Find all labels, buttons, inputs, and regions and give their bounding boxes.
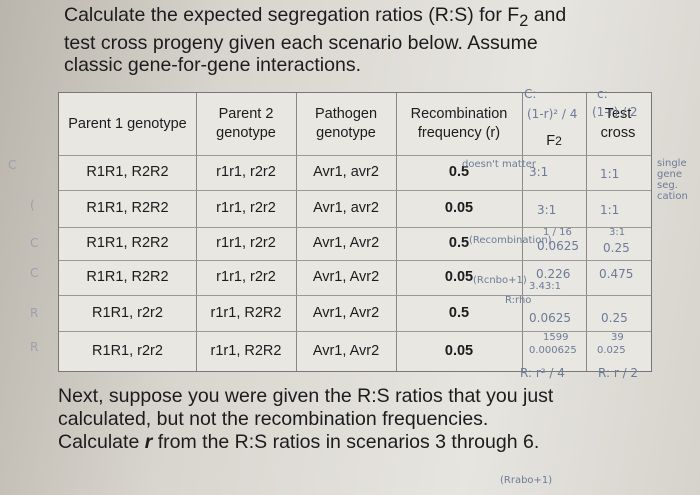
- table-row: R1R1, R2R2 r1r1, r2r2 Avr1, avr2 0.05: [59, 190, 651, 227]
- question-followup: Next, suppose you were given the R:S rat…: [58, 385, 668, 454]
- table-row: R1R1, R2R2 r1r1, r2r2 Avr1, Avr2 0.05: [59, 260, 651, 295]
- hand-side-note: single gene seg. cation: [657, 158, 688, 202]
- table-header-row: Parent 1 genotype Parent 2 genotype Path…: [59, 93, 651, 155]
- cell-recombination: 0.5: [448, 235, 470, 251]
- hand-row3-tc: 0.25: [603, 241, 630, 255]
- cell-recombination: 0.05: [444, 342, 474, 359]
- cell-recombination: 0.5: [448, 164, 470, 180]
- cell-pathogen: Avr1, avr2: [313, 200, 379, 216]
- margin-mark-6: R: [30, 340, 39, 354]
- cell-parent-1: R1R1, R2R2: [86, 235, 169, 251]
- cell-pathogen: Avr1, Avr2: [312, 342, 380, 359]
- hand-row6-tc-top: 39: [611, 332, 624, 343]
- cell-parent-1: R1R1, r2r2: [92, 304, 163, 321]
- hand-bottom-left-formula: R: r² / 4: [520, 366, 565, 380]
- hand-row1-note: doesn't matter: [462, 159, 536, 170]
- hand-row6-tc: 0.025: [597, 345, 626, 356]
- header-recombination: Recombination frequency (r): [410, 106, 508, 141]
- cell-parent-1: R1R1, R2R2: [86, 200, 169, 216]
- hand-bottom-note: (Rrabo+1): [500, 475, 553, 486]
- cell-pathogen: Avr1, Avr2: [312, 235, 380, 251]
- hand-row4-f2: 0.226: [536, 267, 571, 281]
- hand-bottom-right-formula: R: r / 2: [598, 366, 639, 380]
- margin-mark-1: C: [8, 158, 17, 172]
- margin-mark-4: C: [30, 266, 39, 280]
- margin-mark-5: R: [30, 306, 39, 320]
- outro-line-3: Calculate r from the R:S ratios in scena…: [58, 431, 540, 453]
- cell-recombination: 0.05: [444, 200, 474, 216]
- hand-c-top: C:: [524, 87, 537, 101]
- cell-parent-1: R1R1, r2r2: [92, 342, 163, 359]
- cell-pathogen: Avr1, Avr2: [312, 304, 380, 321]
- table-row: R1R1, R2R2 r1r1, r2r2 Avr1, Avr2 0.5: [59, 227, 651, 260]
- cell-parent-2: r1r1, r2r2: [216, 269, 276, 285]
- hand-row3-rec: (Recombination): [469, 235, 552, 246]
- hand-row6-f2: 0.000625: [529, 345, 577, 356]
- hand-row1-tc: 1:1: [600, 167, 620, 181]
- hand-tc-formula: (1-r) / 2: [592, 105, 638, 119]
- intro-line-1: Calculate the expected segregation ratio…: [64, 4, 567, 30]
- cell-recombination: 0.05: [444, 269, 474, 285]
- cell-parent-1: R1R1, R2R2: [86, 164, 169, 180]
- outro-line-1: Next, suppose you were given the R:S rat…: [58, 385, 554, 407]
- table-row: R1R1, r2r2 r1r1, R2R2 Avr1, Avr2 0.5: [59, 295, 651, 331]
- intro-line-2: test cross progeny given each scenario b…: [64, 31, 538, 54]
- hand-row4-rec: (Rcnbo+1): [473, 275, 527, 286]
- header-parent-2: Parent 2 genotype: [216, 106, 276, 141]
- margin-mark-2: (: [30, 198, 35, 212]
- table-row: R1R1, R2R2 r1r1, r2r2 Avr1, avr2 0.5: [59, 155, 651, 190]
- hand-row3-f2-top: 1 / 16: [543, 227, 572, 238]
- hand-row2-f2: 3:1: [537, 203, 557, 217]
- hand-row6-f2-top: 1599: [543, 332, 569, 343]
- hand-row5-f2: 0.0625: [529, 311, 571, 325]
- cell-parent-2: r1r1, r2r2: [216, 235, 276, 251]
- cell-recombination: 0.5: [448, 304, 470, 321]
- scenario-table: Parent 1 genotype Parent 2 genotype Path…: [58, 87, 652, 372]
- hand-f2-formula: (1-r)² / 4: [527, 107, 578, 121]
- header-pathogen: Pathogen genotype: [314, 106, 378, 141]
- table-row: R1R1, r2r2 r1r1, R2R2 Avr1, Avr2 0.05: [59, 331, 651, 371]
- header-parent-1: Parent 1 genotype: [68, 115, 187, 132]
- intro-line-3: classic gene-for-gene interactions.: [64, 53, 361, 76]
- question-intro: Calculate the expected segregation ratio…: [64, 4, 664, 76]
- cell-pathogen: Avr1, avr2: [313, 164, 379, 180]
- hand-row3-f2: 0.0625: [537, 239, 579, 253]
- outro-line-2: calculated, but not the recombination fr…: [58, 408, 489, 430]
- cell-parent-2: r1r1, r2r2: [216, 200, 276, 216]
- header-test-cross: Test cross: [600, 106, 636, 141]
- hand-c-top-2: c:: [597, 87, 608, 101]
- hand-row3-tc-top: 3:1: [609, 227, 626, 238]
- cell-parent-2: r1r1, r2r2: [216, 164, 276, 180]
- hand-row5-tc: 0.25: [601, 311, 628, 325]
- cell-parent-2: r1r1, R2R2: [210, 304, 282, 321]
- hand-row2-tc: 1:1: [600, 203, 620, 217]
- cell-parent-1: R1R1, R2R2: [86, 269, 169, 285]
- hand-row4-tc: 0.475: [599, 267, 634, 281]
- hand-row5-note: R:rho: [505, 295, 532, 306]
- margin-mark-3: C: [30, 236, 39, 250]
- hand-row4-f2b: 3.43:1: [529, 281, 561, 292]
- hand-row1-f2: 3:1: [529, 165, 549, 179]
- cell-parent-2: r1r1, R2R2: [210, 342, 282, 359]
- cell-pathogen: Avr1, Avr2: [312, 269, 380, 285]
